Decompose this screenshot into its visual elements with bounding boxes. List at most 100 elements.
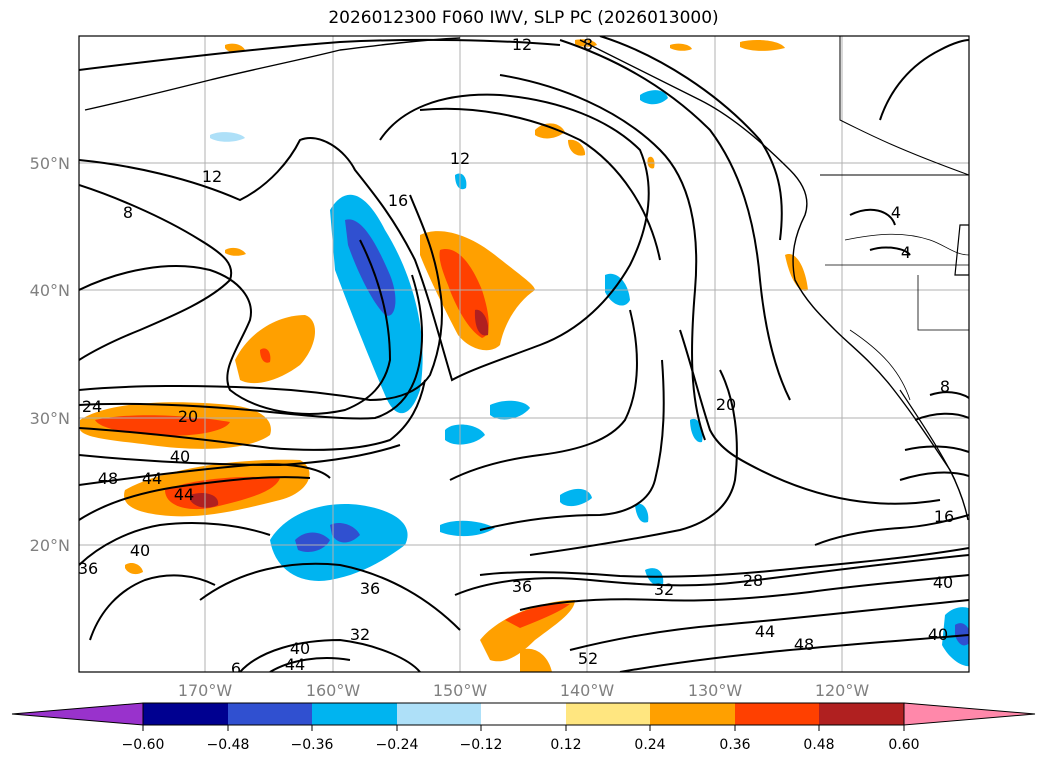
contour-label: 40	[290, 639, 310, 658]
positive-anomaly-region	[225, 43, 245, 53]
positive-anomaly-region	[670, 43, 692, 51]
lon-label: 170°W	[178, 681, 233, 700]
contour-label: 6	[231, 659, 241, 678]
lat-label: 40°N	[30, 281, 70, 300]
lon-label: 120°W	[815, 681, 870, 700]
colorbar-tick-label: 0.24	[634, 737, 665, 753]
contour-label: 12	[512, 35, 532, 54]
contour-label: 16	[934, 507, 954, 526]
contour-label: 20	[178, 407, 198, 426]
lon-label: 160°W	[306, 681, 361, 700]
colorbar-segment	[566, 703, 650, 725]
positive-anomaly-region	[225, 247, 246, 256]
map-title: 2026012300 F060 IWV, SLP PC (2026013000)	[328, 8, 719, 28]
contour-label: 32	[350, 625, 370, 644]
contour-label: 24	[82, 397, 102, 416]
lon-label: 130°W	[688, 681, 743, 700]
positive-anomaly-region	[95, 415, 230, 436]
contour-label: 12	[450, 149, 470, 168]
lon-label: 150°W	[433, 681, 488, 700]
anomaly-fill-layer	[80, 39, 969, 672]
lat-label: 50°N	[30, 154, 70, 173]
colorbar-segment	[735, 703, 819, 725]
positive-anomaly-region	[190, 493, 219, 508]
colorbar-segment	[397, 703, 481, 725]
contour-label: 4	[901, 243, 911, 262]
colorbar-tick-label: −0.24	[376, 737, 419, 753]
negative-anomaly-region	[560, 488, 592, 507]
positive-anomaly-region	[520, 648, 552, 672]
negative-anomaly-region	[330, 523, 360, 543]
negative-anomaly-region	[490, 400, 530, 420]
negative-anomaly-region	[445, 424, 485, 445]
negative-anomaly-region	[455, 173, 467, 190]
positive-anomaly-region	[480, 600, 575, 662]
contour-label: 8	[123, 203, 133, 222]
negative-anomaly-region	[345, 219, 396, 316]
colorbar-segment	[228, 703, 312, 725]
colorbar-segment	[481, 703, 566, 725]
contour-label: 36	[360, 579, 380, 598]
colorbar-tick-label: 0.12	[550, 737, 581, 753]
colorbar-tick-label: 0.60	[888, 737, 919, 753]
contour-label: 40	[928, 625, 948, 644]
gridlines	[79, 36, 969, 672]
contour-label: 8	[583, 35, 593, 54]
colorbar-segment	[650, 703, 735, 725]
positive-anomaly-region	[260, 348, 271, 363]
longitude-labels: 170°W 160°W 150°W 140°W 130°W 120°W	[178, 681, 870, 700]
negative-anomaly-region	[955, 623, 969, 646]
contour-label: 40	[170, 447, 190, 466]
colorbar-segment	[819, 703, 904, 725]
colorbar-tick-label: 0.48	[803, 737, 834, 753]
negative-anomaly-region	[640, 90, 668, 105]
contour-label: 44	[142, 469, 162, 488]
coastlines	[84, 36, 969, 521]
slp-contours	[79, 36, 969, 672]
contour-label: 36	[78, 559, 98, 578]
negative-anomaly-region	[440, 520, 495, 537]
contour-label: 48	[98, 469, 118, 488]
positive-anomaly-region	[535, 123, 565, 139]
contour-label: 40	[130, 541, 150, 560]
positive-anomaly-region	[125, 562, 143, 575]
colorbar-tick-label: 0.36	[719, 737, 750, 753]
negative-anomaly-region	[635, 503, 649, 523]
positive-anomaly-region	[474, 309, 489, 336]
colorbar-tick-label: −0.60	[122, 737, 165, 753]
contour-label: 44	[285, 655, 305, 674]
contour-label: 12	[202, 167, 222, 186]
colorbar-tick-label: −0.36	[291, 737, 334, 753]
colorbar-tick-label: −0.12	[460, 737, 503, 753]
negative-anomaly-region	[270, 504, 408, 581]
colorbar-tick-label: −0.48	[207, 737, 250, 753]
positive-anomaly-region	[785, 254, 808, 291]
positive-anomaly-region	[740, 40, 785, 51]
contour-label: 8	[940, 377, 950, 396]
contour-label: 48	[794, 635, 814, 654]
colorbar: −0.60 −0.48 −0.36 −0.24 −0.12 0.12 0.24 …	[11, 702, 1036, 753]
negative-anomaly-region	[210, 132, 245, 142]
lat-label: 20°N	[30, 536, 70, 555]
contour-label: 20	[716, 395, 736, 414]
lon-label: 140°W	[560, 681, 615, 700]
colorbar-segment	[143, 703, 228, 725]
contour-label: 32	[654, 580, 674, 599]
contour-label: 4	[891, 203, 901, 222]
positive-anomaly-region	[505, 603, 570, 628]
positive-anomaly-region	[568, 139, 586, 156]
negative-anomaly-region	[295, 532, 330, 552]
contour-label: 36	[512, 577, 532, 596]
colorbar-extend-min	[11, 702, 144, 726]
colorbar-segment	[312, 703, 397, 725]
colorbar-extend-max	[903, 702, 1036, 726]
contour-label: 28	[743, 571, 763, 590]
contour-label: 40	[933, 573, 953, 592]
latitude-labels: 50°N 40°N 30°N 20°N	[30, 154, 70, 555]
contour-label: 16	[388, 191, 408, 210]
map-frame	[78, 35, 970, 673]
contour-label: 52	[578, 649, 598, 668]
contour-label: 44	[174, 485, 194, 504]
positive-anomaly-region	[235, 315, 316, 384]
